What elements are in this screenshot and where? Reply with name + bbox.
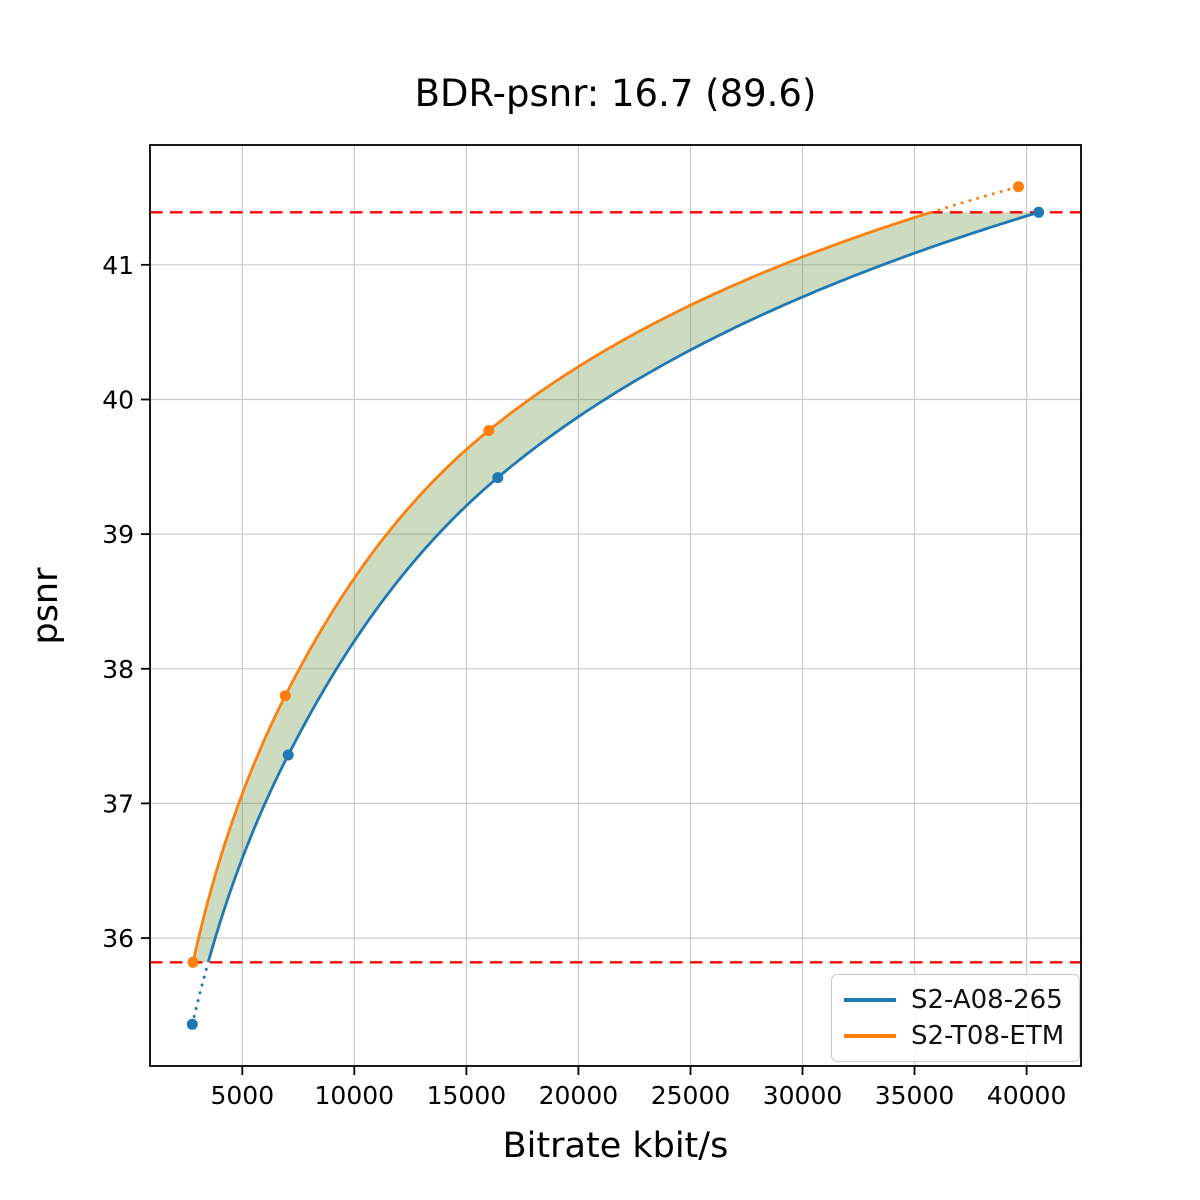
y-tick-label: 41 (102, 251, 134, 280)
y-tick-label: 37 (102, 789, 134, 818)
y-tick-label: 39 (102, 520, 134, 549)
data-point-S2-A08-265 (492, 472, 504, 484)
rd-curve-S2-T08-ETM (191, 210, 932, 963)
data-point-S2-T08-ETM (187, 956, 199, 968)
legend-line-swatch (844, 998, 896, 1002)
x-tick-label: 35000 (875, 1081, 955, 1110)
x-axis-label: Bitrate kbit/s (502, 1126, 729, 1166)
x-tick-label: 25000 (651, 1081, 731, 1110)
legend-label: S2-A08-265 (911, 985, 1063, 1015)
rd-curve-S2-A08-265 (206, 210, 1040, 964)
data-point-S2-T08-ETM (483, 425, 495, 436)
x-tick-label: 15000 (427, 1081, 507, 1110)
x-tick-label: 10000 (315, 1081, 395, 1110)
data-point-S2-A08-265 (1033, 206, 1045, 218)
y-axis-label: psnr (26, 567, 66, 645)
data-point-S2-A08-265 (186, 1018, 198, 1030)
legend-entry: S2-T08-ETM (844, 1021, 1069, 1051)
data-point-S2-T08-ETM (1013, 181, 1024, 193)
legend-label: S2-T08-ETM (911, 1021, 1065, 1051)
x-tick-label: 20000 (539, 1081, 619, 1110)
legend-line-swatch (844, 1034, 896, 1038)
x-tick-label: 40000 (987, 1081, 1067, 1110)
bd-rate-shaded-area (193, 212, 1039, 963)
data-point-S2-A08-265 (282, 749, 294, 761)
rd-curve-extrapolated-S2-A08-265 (190, 960, 210, 1026)
legend-entry: S2-A08-265 (844, 985, 1069, 1015)
y-tick-label: 36 (102, 924, 134, 953)
axes-box (149, 144, 1082, 1067)
x-tick-label: 30000 (763, 1081, 843, 1110)
y-tick-label: 38 (102, 655, 134, 684)
chart-title: BDR-psnr: 16.7 (89.6) (414, 72, 817, 115)
x-tick-label: 5000 (210, 1081, 274, 1110)
data-point-S2-T08-ETM (279, 690, 291, 702)
legend: S2-A08-265 S2-T08-ETM (831, 974, 1080, 1062)
y-tick-label: 40 (102, 386, 134, 415)
